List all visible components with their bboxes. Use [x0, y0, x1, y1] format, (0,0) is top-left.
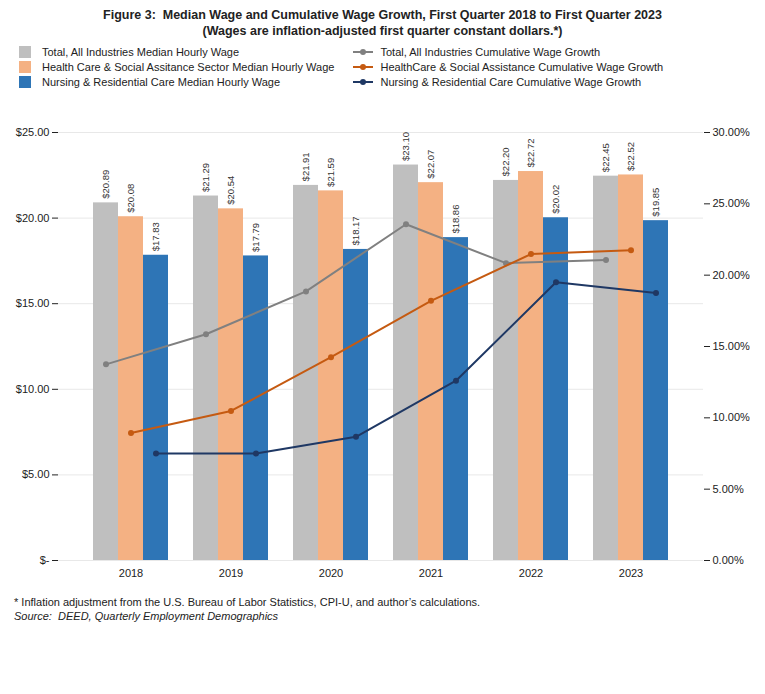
- svg-text:0.00%: 0.00%: [713, 554, 744, 566]
- svg-text:$22.72: $22.72: [525, 138, 536, 167]
- svg-text:$20.08: $20.08: [125, 184, 136, 213]
- svg-text:$18.17: $18.17: [350, 216, 361, 245]
- html-text:Figure 3: Median Wage and Cumu: Figure 3: Median Wage and Cumulative Wag…: [103, 8, 662, 22]
- svg-text:$25.00: $25.00: [16, 126, 50, 138]
- html-text:HealthCare & Social Assistance: HealthCare & Social Assistance Cumulativ…: [380, 61, 664, 73]
- svg-text:$20.54: $20.54: [225, 176, 236, 205]
- svg-text:$19.85: $19.85: [650, 188, 661, 217]
- svg-text:2021: 2021: [419, 567, 443, 579]
- svg-text:$17.83: $17.83: [150, 222, 161, 251]
- html-text:Health Care & Social Assitance: Health Care & Social Assitance Sector Me…: [42, 61, 335, 73]
- svg-text:$22.07: $22.07: [425, 150, 436, 179]
- svg-text:$22.45: $22.45: [600, 143, 611, 172]
- html-text:Source: DEED, Quarterly Employ: Source: DEED, Quarterly Employment Demog…: [14, 610, 279, 622]
- svg-text:$22.52: $22.52: [625, 142, 636, 171]
- svg-text:$21.91: $21.91: [300, 152, 311, 181]
- svg-text:$17.79: $17.79: [250, 223, 261, 252]
- svg-text:$21.29: $21.29: [200, 163, 211, 192]
- html-text:Total, All Industries Median H: Total, All Industries Median Hourly Wage: [42, 46, 240, 58]
- svg-text:2022: 2022: [519, 567, 543, 579]
- svg-text:$18.86: $18.86: [450, 205, 461, 234]
- html-text:* Inflation adjustment from th: * Inflation adjustment from the U.S. Bur…: [14, 596, 481, 608]
- svg-text:30.00%: 30.00%: [713, 126, 751, 138]
- html-text:Total, All Industries Cumulati: Total, All Industries Cumulative Wage Gr…: [380, 46, 601, 58]
- svg-text:$5.00: $5.00: [22, 468, 50, 480]
- html-text:(Wages are inflation-adjusted: (Wages are inflation-adjusted first quar…: [202, 24, 563, 38]
- html-text:Nursing & Residential Care Med: Nursing & Residential Care Median Hourly…: [42, 76, 280, 88]
- svg-text:$10.00: $10.00: [16, 383, 50, 395]
- svg-text:15.00%: 15.00%: [713, 340, 751, 352]
- svg-text:$20.02: $20.02: [550, 185, 561, 214]
- svg-text:20.00%: 20.00%: [713, 269, 751, 281]
- svg-text:$23.10: $23.10: [400, 132, 411, 161]
- svg-text:2018: 2018: [119, 567, 143, 579]
- svg-text:$15.00: $15.00: [16, 297, 50, 309]
- svg-text:$20.89: $20.89: [100, 170, 111, 199]
- svg-text:2023: 2023: [619, 567, 643, 579]
- svg-text:25.00%: 25.00%: [713, 197, 751, 209]
- svg-text:$-: $-: [40, 554, 50, 566]
- svg-text:10.00%: 10.00%: [713, 411, 751, 423]
- html-text:Nursing & Residential Care Cum: Nursing & Residential Care Cumulative Wa…: [380, 76, 642, 88]
- svg-text:$21.59: $21.59: [325, 158, 336, 187]
- svg-text:5.00%: 5.00%: [713, 483, 744, 495]
- svg-text:2020: 2020: [319, 567, 343, 579]
- svg-text:$20.00: $20.00: [16, 212, 50, 224]
- svg-text:$22.20: $22.20: [500, 147, 511, 176]
- svg-text:2019: 2019: [219, 567, 243, 579]
